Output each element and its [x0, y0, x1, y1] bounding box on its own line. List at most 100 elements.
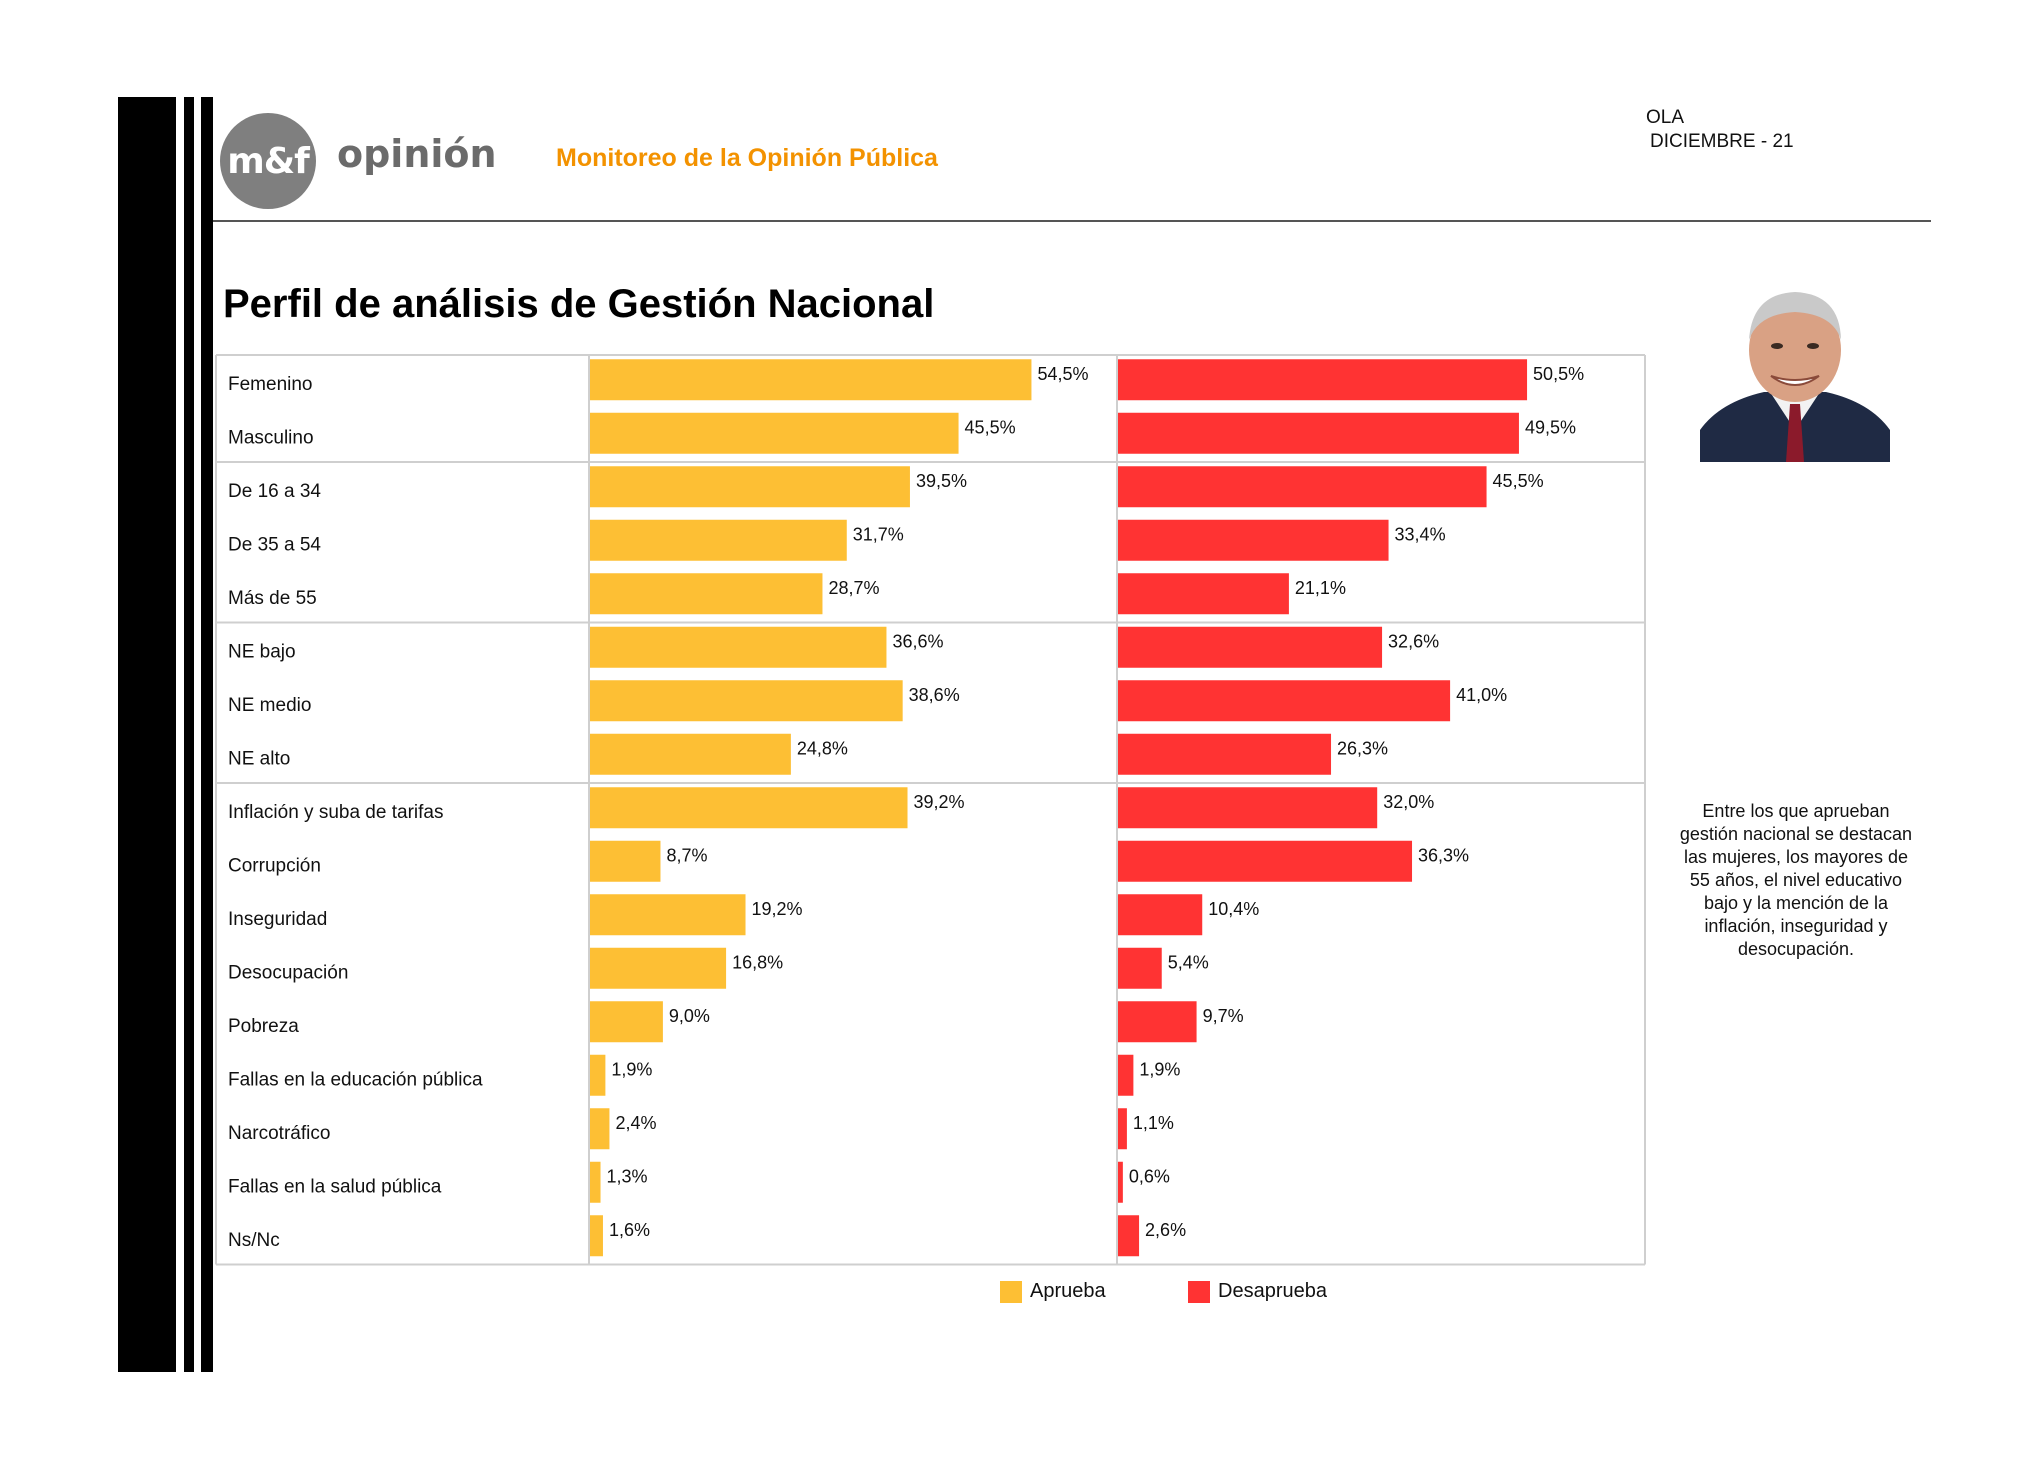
disapprove-bar [1118, 466, 1487, 508]
portrait-photo [1700, 280, 1890, 462]
disapprove-bar [1118, 787, 1378, 829]
disapprove-bar [1118, 1054, 1134, 1096]
approve-bar [590, 359, 1032, 401]
category-label: NE bajo [228, 641, 296, 662]
category-label: Fallas en la salud pública [228, 1176, 442, 1197]
legend-disapprove: Desaprueba [1188, 1280, 1327, 1303]
disapprove-bar [1118, 894, 1203, 936]
disapprove-data-label: 21,1% [1295, 578, 1346, 598]
category-label: Más de 55 [228, 588, 317, 609]
disapprove-data-label: 45,5% [1493, 471, 1544, 491]
insight-note: Entre los que aprueban gestión nacional … [1679, 801, 1913, 959]
approve-bar [590, 573, 823, 615]
legend-approve-label: Aprueba [1030, 1280, 1106, 1302]
approve-bar [590, 1001, 663, 1043]
disapprove-bar [1118, 1001, 1197, 1043]
disapprove-bar [1118, 573, 1289, 615]
approve-bar [590, 1108, 610, 1150]
approve-data-label: 36,6% [892, 631, 943, 651]
category-label: Inseguridad [228, 909, 327, 930]
wave-line-1: OLA [1646, 107, 1685, 128]
disapprove-data-label: 1,9% [1139, 1059, 1180, 1079]
category-label: Pobreza [228, 1016, 299, 1037]
legend-disapprove-swatch [1188, 1280, 1210, 1303]
category-label: De 16 a 34 [228, 481, 321, 502]
disapprove-data-label: 32,6% [1388, 631, 1439, 651]
chart-title: Perfil de análisis de Gestión Nacional [223, 282, 935, 326]
category-label: Ns/Nc [228, 1230, 280, 1251]
disapprove-data-label: 36,3% [1418, 845, 1469, 865]
disapprove-data-label: 9,7% [1203, 1006, 1244, 1026]
approve-bar [590, 1215, 603, 1257]
approve-bar [590, 466, 910, 508]
approve-data-label: 16,8% [732, 952, 783, 972]
disapprove-data-label: 10,4% [1208, 899, 1259, 919]
disapprove-bar [1118, 519, 1389, 561]
approve-data-label: 39,2% [914, 792, 965, 812]
approve-bar [590, 519, 847, 561]
approve-bar [590, 894, 746, 936]
left-decor-bar-wide [118, 97, 176, 1372]
disapprove-bar [1118, 412, 1519, 454]
disapprove-data-label: 0,6% [1129, 1166, 1170, 1186]
approve-data-label: 9,0% [669, 1006, 710, 1026]
category-label: NE medio [228, 695, 311, 716]
approve-data-label: 24,8% [797, 738, 848, 758]
approve-data-label: 19,2% [752, 899, 803, 919]
disapprove-data-label: 41,0% [1456, 685, 1507, 705]
legend-approve-swatch [1000, 1280, 1022, 1303]
disapprove-data-label: 50,5% [1533, 364, 1584, 384]
wave-line-2: DICIEMBRE - 21 [1650, 131, 1794, 152]
approve-data-label: 1,3% [607, 1166, 648, 1186]
approve-bar [590, 1054, 606, 1096]
category-label: De 35 a 54 [228, 534, 321, 555]
approve-bar [590, 1161, 601, 1203]
approve-data-label: 39,5% [916, 471, 967, 491]
disapprove-bar [1118, 626, 1383, 668]
approve-bar [590, 626, 887, 668]
category-label: Masculino [228, 427, 314, 448]
approve-data-label: 2,4% [615, 1113, 656, 1133]
logo-wordmark: opinión [337, 132, 497, 176]
approve-data-label: 31,7% [853, 524, 904, 544]
disapprove-data-label: 49,5% [1525, 417, 1576, 437]
header-subtitle: Monitoreo de la Opinión Pública [556, 144, 938, 172]
logo-mark: m&f [220, 113, 316, 209]
header-divider [213, 220, 1931, 222]
disapprove-bar [1118, 947, 1162, 989]
category-label: Narcotráfico [228, 1123, 330, 1144]
disapprove-data-label: 33,4% [1395, 524, 1446, 544]
legend-disapprove-label: Desaprueba [1218, 1280, 1327, 1302]
disapprove-data-label: 32,0% [1383, 792, 1434, 812]
approve-bar [590, 947, 727, 989]
approve-data-label: 38,6% [909, 685, 960, 705]
disapprove-data-label: 2,6% [1145, 1220, 1186, 1240]
approve-data-label: 28,7% [828, 578, 879, 598]
disapprove-data-label: 5,4% [1168, 952, 1209, 972]
disapprove-bar [1118, 1215, 1140, 1257]
disapprove-bar [1118, 733, 1332, 775]
approve-bar [590, 680, 903, 722]
left-decor-bar-thin [201, 97, 213, 1372]
disapprove-bar [1118, 1161, 1123, 1203]
legend-approve: Aprueba [1000, 1280, 1106, 1303]
approve-bar [590, 733, 791, 775]
category-label: NE alto [228, 748, 290, 769]
wave-label: OLA DICIEMBRE - 21 [1646, 106, 1794, 154]
category-label: Fallas en la educación pública [228, 1069, 483, 1090]
category-label: Inflación y suba de tarifas [228, 802, 443, 823]
approve-data-label: 54,5% [1037, 364, 1088, 384]
disapprove-data-label: 26,3% [1337, 738, 1388, 758]
disapprove-bar [1118, 680, 1451, 722]
approve-bar [590, 412, 959, 454]
left-decor-bar-mid [184, 97, 194, 1372]
approve-data-label: 45,5% [965, 417, 1016, 437]
disapprove-bar [1118, 1108, 1127, 1150]
approve-bar [590, 787, 908, 829]
disapprove-bar [1118, 359, 1528, 401]
disapprove-data-label: 1,1% [1133, 1113, 1174, 1133]
approve-data-label: 1,6% [609, 1220, 650, 1240]
approve-data-label: 1,9% [611, 1059, 652, 1079]
disapprove-bar [1118, 840, 1413, 882]
